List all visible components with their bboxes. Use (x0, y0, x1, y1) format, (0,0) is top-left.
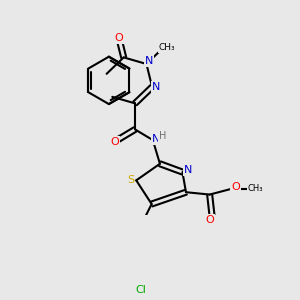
Text: CH₃: CH₃ (158, 44, 175, 52)
Text: H: H (159, 131, 167, 142)
Text: N: N (144, 56, 153, 66)
Text: N: N (152, 82, 160, 92)
Text: N: N (184, 165, 192, 175)
Text: CH₃: CH₃ (248, 184, 263, 193)
Text: N: N (152, 134, 160, 144)
Text: O: O (110, 137, 119, 147)
Text: O: O (206, 215, 214, 225)
Text: Cl: Cl (136, 285, 146, 295)
Text: O: O (115, 33, 123, 43)
Text: S: S (127, 176, 134, 185)
Text: O: O (231, 182, 240, 192)
